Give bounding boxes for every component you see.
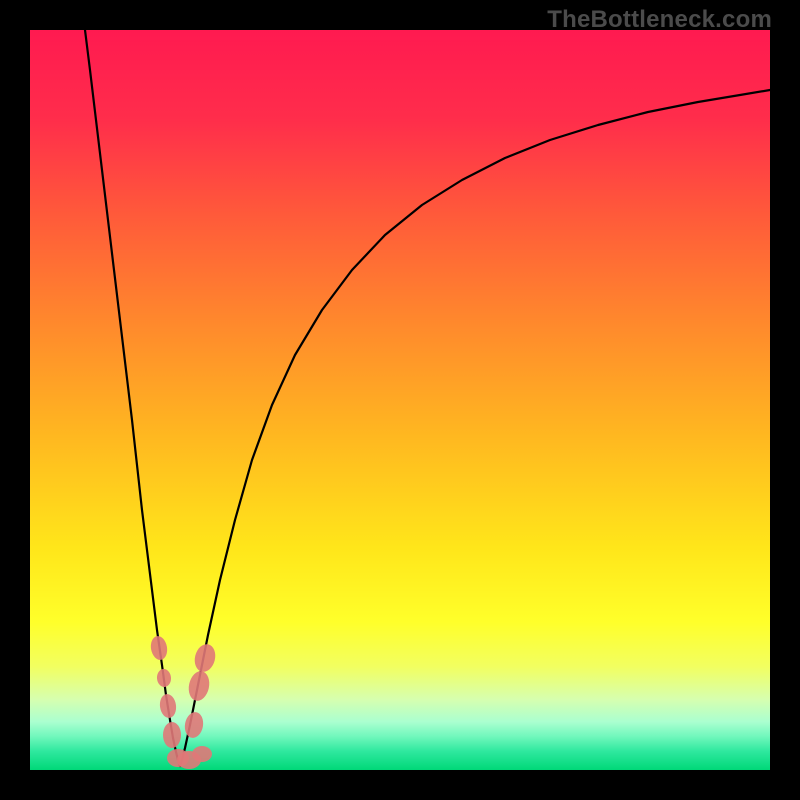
curve-right-branch (180, 90, 770, 766)
marker-point (156, 668, 172, 687)
marker-point (192, 746, 212, 762)
marker-point (186, 669, 212, 703)
marker-point (183, 711, 205, 740)
data-markers (149, 635, 218, 769)
outer-black-frame: TheBottleneck.com (0, 0, 800, 800)
plot-svg (30, 30, 770, 770)
marker-point (158, 693, 177, 719)
marker-point (192, 642, 218, 674)
watermark-text: TheBottleneck.com (547, 6, 772, 34)
plot-area (30, 30, 770, 770)
marker-point (163, 722, 181, 748)
marker-point (149, 635, 169, 661)
